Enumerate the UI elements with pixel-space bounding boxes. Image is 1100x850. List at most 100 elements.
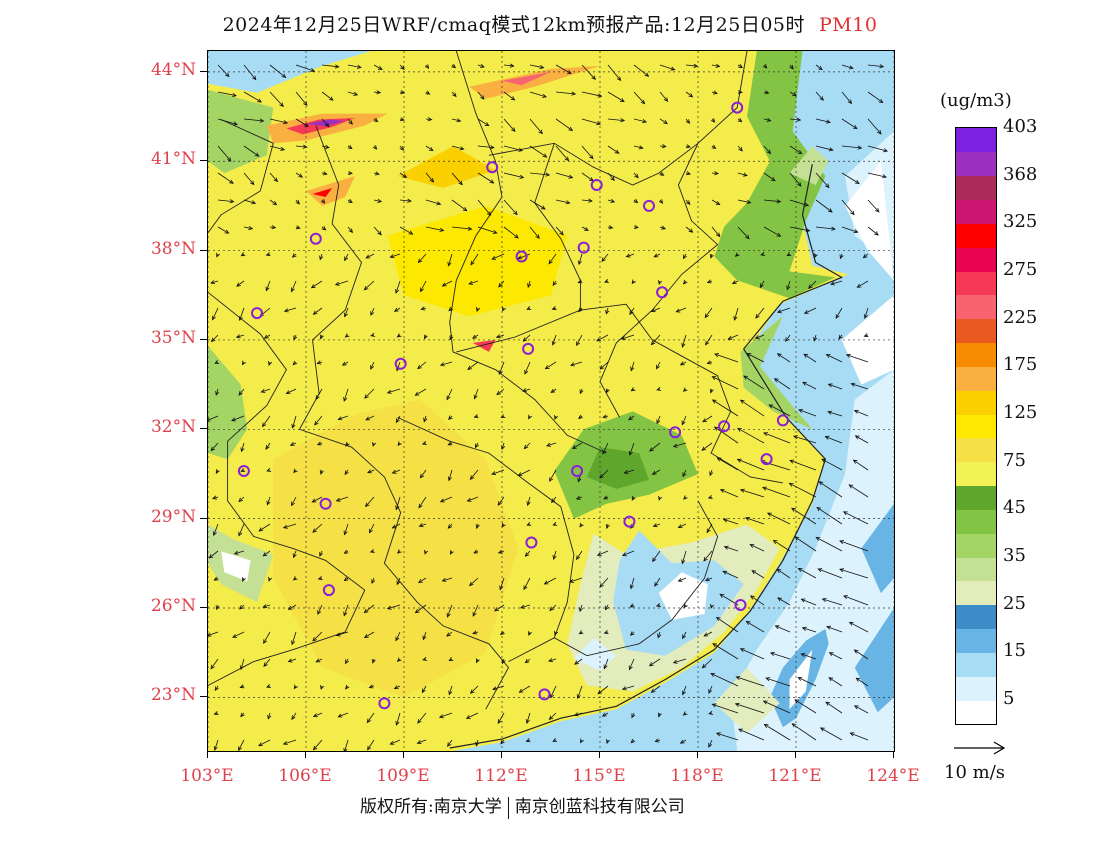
wind-vector	[314, 415, 323, 426]
legend-swatch	[956, 414, 996, 439]
wind-vector	[841, 199, 855, 215]
wind-vector-head	[480, 63, 485, 68]
city-marker	[590, 179, 603, 191]
wind-vector-head	[448, 306, 454, 312]
wind-vector	[651, 307, 661, 312]
wind-vector-head	[242, 577, 246, 582]
wind-vector	[633, 91, 645, 104]
wind-vector	[716, 732, 739, 741]
wind-vector	[673, 658, 687, 664]
wind-vector-head	[214, 686, 219, 691]
wind-vector-head	[650, 688, 656, 693]
wind-vector-head	[573, 712, 579, 717]
legend-label: 5	[1003, 688, 1015, 710]
wind-vector-head	[320, 198, 326, 204]
forecast-map	[208, 51, 894, 751]
wind-vector-head	[215, 605, 220, 611]
wind-vector-head	[418, 523, 424, 528]
legend-swatch	[956, 580, 996, 606]
concentration-field	[208, 51, 894, 751]
wind-vector	[773, 540, 791, 552]
wind-vector	[503, 226, 519, 239]
wind-vector	[569, 577, 583, 583]
wind-vector	[496, 334, 505, 338]
wind-vector-head	[208, 632, 212, 637]
wind-vector	[682, 334, 687, 348]
wind-vector-head	[788, 482, 794, 487]
wind-vector-head	[283, 308, 289, 313]
wind-vector	[578, 253, 583, 265]
wind-vector	[447, 739, 453, 747]
wind-vector-head	[863, 314, 868, 319]
longitude-tick	[403, 751, 404, 758]
wind-vector-head	[579, 389, 584, 395]
wind-vector-head	[661, 225, 667, 230]
wind-vector-head	[499, 585, 504, 591]
wind-vector	[283, 739, 297, 745]
wind-vector-head	[739, 488, 745, 493]
wind-vector	[581, 199, 593, 202]
coastline	[449, 164, 844, 749]
wind-vector-head	[472, 611, 477, 617]
wind-vector-head	[265, 286, 270, 292]
city-marker	[734, 599, 747, 611]
wind-vector	[317, 604, 323, 615]
wind-vector	[522, 388, 531, 392]
wind-vector-head	[343, 611, 348, 617]
legend-swatch	[956, 533, 996, 558]
wind-vector	[723, 519, 739, 525]
wind-vector	[448, 253, 453, 266]
wind-vector-head	[685, 119, 691, 124]
wind-vector-head	[449, 550, 454, 555]
wind-vector-head	[343, 396, 348, 402]
wind-vector-head	[663, 119, 668, 125]
wind-vector-head	[763, 723, 769, 729]
longitude-label: 124°E	[866, 766, 920, 786]
wind-vector	[789, 482, 817, 498]
wind-vector	[750, 595, 765, 606]
wind-vector	[470, 253, 479, 266]
wind-vector	[364, 631, 375, 638]
wind-vector-head	[722, 570, 728, 575]
wind-vector-head	[649, 447, 654, 452]
city-marker	[515, 250, 528, 263]
wind-vector-head	[312, 528, 317, 533]
wind-vector	[395, 496, 401, 510]
wind-vector-head	[749, 544, 755, 548]
wind-vector-head	[263, 662, 268, 668]
wind-vector	[850, 732, 869, 741]
wind-vector	[387, 604, 401, 609]
wind-vector	[343, 388, 349, 402]
wind-vector	[421, 685, 427, 693]
wind-vector-head	[801, 626, 807, 631]
wind-vector-head	[571, 444, 577, 449]
province-line-south-central	[397, 416, 719, 657]
wind-vector-head	[569, 579, 574, 583]
longitude-tick	[305, 751, 306, 758]
wind-vector-head	[713, 90, 718, 95]
wind-vector-head	[765, 677, 771, 682]
legend-swatch	[956, 342, 996, 367]
wind-vector-head	[399, 117, 405, 122]
wind-vector-head	[266, 500, 271, 506]
wind-vector	[551, 496, 557, 503]
wind-vector-head	[419, 473, 425, 479]
wind-vector-head	[465, 715, 471, 719]
wind-vector	[477, 172, 494, 184]
wind-vector	[841, 145, 862, 149]
wind-vector-head	[839, 540, 844, 545]
wind-vector	[243, 64, 257, 80]
wind-vector	[680, 361, 687, 366]
wind-vector	[777, 353, 791, 363]
wind-vector-head	[848, 65, 854, 70]
wind-vector-head	[658, 199, 664, 204]
wind-vector-head	[447, 441, 453, 446]
wind-vector	[470, 685, 479, 694]
wind-vector-head	[818, 481, 824, 486]
wind-vector	[336, 631, 349, 636]
wind-vector	[321, 145, 329, 149]
wind-vector-head	[685, 200, 691, 205]
wind-vector-head	[240, 447, 245, 453]
wind-vector	[803, 353, 817, 363]
wind-vector-head	[549, 477, 554, 482]
